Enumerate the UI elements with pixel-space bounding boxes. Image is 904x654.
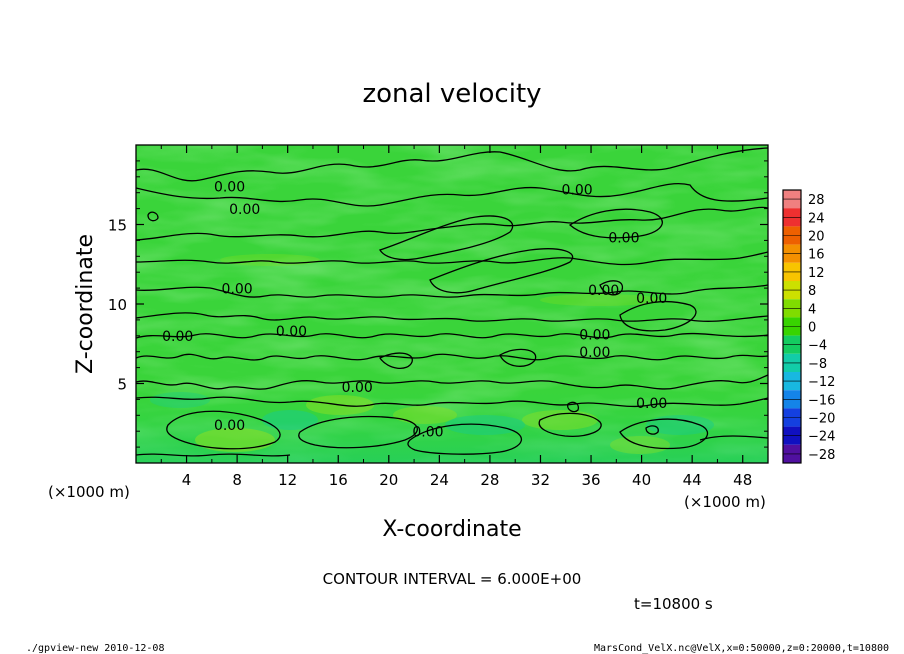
colorbar-label: −16 [808, 393, 835, 408]
colorbar-label: 28 [808, 193, 825, 208]
contour-line [379, 352, 413, 369]
contour-line [429, 248, 574, 294]
x-tick-label: 24 [430, 471, 449, 489]
contour-line [407, 423, 523, 455]
y-axis-label: Z-coordinate [73, 234, 98, 374]
heatmap-patch [195, 428, 275, 452]
contour-lines [136, 147, 768, 457]
contour-line [499, 348, 537, 367]
colorbar-label: 16 [808, 248, 825, 263]
x-tick-label: 8 [232, 471, 242, 489]
contour-label: 0.00 [222, 281, 253, 297]
contour-label: 0.00 [588, 283, 619, 299]
contour-line [379, 215, 514, 261]
contour-label: 0.00 [214, 180, 245, 196]
heatmap-patch [522, 410, 598, 430]
plot-area: 0.00 0.00 0.00 0.00 0.00 0.00 0.00 0.00 0.00 0.00… [136, 145, 768, 463]
x-tick-label: 48 [733, 471, 752, 489]
colorbar-label: −12 [808, 375, 835, 390]
contour-line [136, 251, 768, 266]
x-axis: 4 8 12 16 20 24 28 32 36 40 44 48 [160, 145, 752, 489]
contour-line [136, 183, 768, 207]
contour-labels: 0.00 0.00 0.00 0.00 0.00 0.00 0.00 0.00 0.00 0.00… [162, 180, 667, 441]
colorbar: 28 24 20 16 12 8 4 0 −4 −8 −12 −16 −20 −24 −28 [782, 189, 835, 464]
footer-right: MarsCond_VelX.nc@VelX,x=0:50000,z=0:2000… [594, 643, 889, 654]
x-tick-label: 12 [278, 471, 297, 489]
x-axis-unit-right: (×1000 m) [684, 493, 766, 511]
contour-line [599, 280, 624, 296]
colorbar-label: −28 [808, 448, 835, 463]
contour-line [298, 415, 418, 449]
contour-label: 0.00 [608, 230, 639, 246]
x-tick-label: 28 [480, 471, 499, 489]
heatmap-patch [393, 406, 457, 424]
contour-line [567, 401, 580, 413]
colorbar-label: −4 [808, 339, 827, 354]
y-tick-label: 5 [117, 376, 127, 394]
x-tick-label: 4 [182, 471, 192, 489]
contour-interval-text: CONTOUR INTERVAL = 6.000E+00 [323, 570, 582, 588]
colorbar-label: −20 [808, 412, 835, 427]
colorbar-label: 24 [808, 211, 825, 226]
contour-line [136, 147, 768, 182]
time-text: t=10800 s [634, 595, 713, 613]
colorbar-label: −8 [808, 357, 827, 372]
footer-left: ./gpview-new 2010-12-08 [26, 643, 164, 654]
contour-line [136, 312, 768, 322]
contour-line [619, 300, 697, 332]
contour-line [147, 211, 159, 222]
x-tick-label: 44 [683, 471, 702, 489]
heatmap-patch [646, 415, 714, 435]
colorbar-label: 12 [808, 266, 825, 281]
contour-line [538, 412, 602, 437]
x-tick-label: 16 [329, 471, 348, 489]
contour-line [136, 374, 768, 390]
contour-label: 0.00 [412, 424, 443, 440]
contour-label: 0.00 [214, 418, 245, 434]
contour-line [568, 208, 663, 239]
contour-line [645, 425, 659, 435]
x-axis-label: X-coordinate [382, 517, 521, 542]
colorbar-label: −24 [808, 430, 835, 445]
heatmap-patch [540, 294, 660, 306]
colorbar-label: 20 [808, 230, 825, 245]
contour-label: 0.00 [229, 202, 260, 218]
contour-label: 0.00 [342, 380, 373, 396]
contour-line [699, 435, 768, 441]
contour-line [136, 332, 768, 339]
contour-line [619, 418, 708, 450]
x-axis-unit-left: (×1000 m) [48, 483, 130, 501]
colorbar-label: 4 [808, 302, 816, 317]
heatmap-patch [150, 392, 210, 408]
contour-line [136, 453, 291, 457]
x-tick-label: 20 [379, 471, 398, 489]
heatmap-patch [220, 254, 320, 266]
colorbar-label: 8 [808, 284, 816, 299]
chart-title: zonal velocity [362, 79, 541, 109]
heatmap-patch [262, 410, 318, 430]
contour-label: 0.00 [162, 329, 193, 345]
x-tick-label: 32 [531, 471, 550, 489]
colorbar-label: 0 [808, 321, 816, 336]
contour-line [136, 396, 768, 408]
y-axis: 5 10 15 [108, 160, 768, 448]
contour-line [136, 284, 768, 298]
contour-line [136, 206, 768, 241]
x-tick-label: 40 [632, 471, 651, 489]
y-tick-label: 15 [108, 217, 127, 235]
contour-label: 0.00 [276, 324, 307, 340]
contour-label: 0.00 [636, 291, 667, 307]
contour-line [166, 410, 281, 450]
contour-label: 0.00 [579, 345, 610, 361]
contour-line [136, 353, 768, 361]
contour-label: 0.00 [636, 396, 667, 412]
y-tick-label: 10 [108, 296, 127, 314]
x-tick-label: 36 [581, 471, 600, 489]
contour-label: 0.00 [579, 327, 610, 343]
contour-label: 0.00 [562, 183, 593, 199]
